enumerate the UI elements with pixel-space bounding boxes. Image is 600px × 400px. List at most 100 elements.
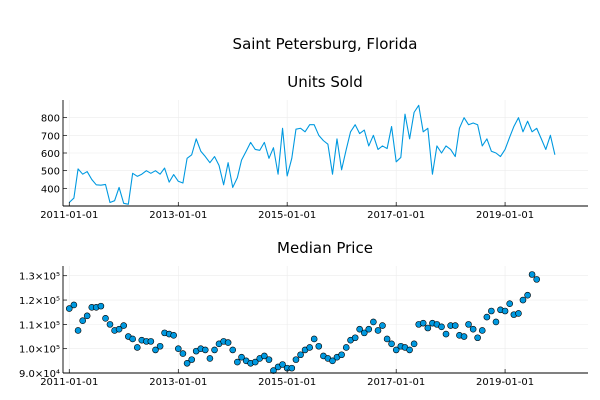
units-sold-point	[113, 199, 116, 202]
median-price-y-tick-label: 1.2×10⁵	[19, 296, 60, 307]
units-sold-point	[95, 183, 98, 186]
units-sold-point	[258, 149, 261, 152]
median-price-point	[297, 351, 304, 359]
median-price-subplot: Median Price 2011-01-01 2013-01-01 2015-01…	[19, 239, 588, 388]
units-sold-point	[158, 173, 161, 176]
figure-title: Saint Petersburg, Florida	[233, 35, 418, 53]
units-sold-point	[303, 130, 306, 133]
units-sold-point	[354, 123, 357, 126]
units-sold-point	[199, 150, 202, 153]
units-sold-point	[281, 127, 284, 130]
units-sold-point	[372, 134, 375, 137]
units-sold-point	[195, 137, 198, 140]
units-sold-point	[86, 170, 89, 173]
units-sold-point	[236, 176, 239, 179]
units-sold-point	[499, 155, 502, 158]
units-sold-point	[177, 180, 180, 183]
median-price-point	[310, 335, 318, 343]
units-sold-point	[530, 130, 533, 133]
median-price-point	[315, 342, 323, 350]
median-price-point	[474, 334, 481, 342]
units-sold-point	[526, 120, 529, 123]
units-sold-point	[272, 146, 275, 149]
median-price-point	[211, 346, 218, 354]
median-price-point	[351, 334, 359, 342]
median-price-x-tick-label: 2017-01-01	[367, 377, 425, 388]
units-sold-line	[68, 104, 556, 205]
units-sold-point	[363, 128, 366, 131]
units-sold-point	[399, 156, 402, 159]
units-sold-point	[131, 172, 134, 175]
units-sold-subplot: Units Sold 2011-01-01 2013-01-01 2015-01-0…	[40, 73, 588, 221]
units-sold-axes: 2011-01-01 2013-01-01 2015-01-01 2017-01-01…	[40, 100, 588, 221]
units-sold-point	[390, 125, 393, 128]
median-price-point	[306, 344, 313, 351]
median-price-point	[97, 302, 105, 310]
median-price-point	[261, 352, 268, 360]
units-sold-title: Units Sold	[287, 73, 363, 91]
units-sold-point	[367, 144, 370, 147]
median-price-point	[234, 358, 241, 366]
median-price-x-tick-label: 2019-01-01	[476, 377, 534, 388]
median-price-point	[329, 357, 336, 365]
units-sold-point	[340, 168, 343, 171]
median-price-axes: 2011-01-01 2013-01-01 2015-01-01 2017-01-01…	[19, 266, 588, 388]
units-sold-point	[345, 148, 348, 151]
units-sold-point	[168, 181, 171, 184]
median-price-point	[224, 339, 232, 346]
units-sold-point	[472, 121, 475, 124]
units-sold-point	[76, 167, 79, 170]
units-sold-point	[481, 144, 484, 147]
units-sold-x-tick-label: 2015-01-01	[258, 210, 316, 221]
units-sold-x-tick-label: 2013-01-01	[149, 210, 207, 221]
units-sold-point	[172, 173, 175, 176]
median-price-point	[170, 332, 177, 339]
units-sold-point	[512, 125, 515, 128]
units-sold-point	[263, 141, 266, 144]
median-price-point	[174, 345, 182, 352]
median-price-x-tick-label: 2015-01-01	[258, 377, 316, 388]
median-price-point	[374, 327, 382, 334]
units-sold-series	[68, 104, 556, 206]
median-price-point	[338, 351, 345, 359]
median-price-point	[492, 318, 500, 326]
median-price-point	[270, 367, 277, 374]
units-sold-point	[322, 139, 325, 142]
units-sold-point	[81, 173, 84, 176]
units-sold-point	[521, 130, 524, 133]
units-sold-point	[349, 130, 352, 133]
median-price-point	[506, 300, 513, 307]
units-sold-point	[317, 134, 320, 137]
median-price-point	[288, 364, 296, 372]
median-price-point	[120, 322, 128, 329]
units-sold-point	[208, 161, 211, 164]
units-sold-point	[276, 173, 279, 176]
median-price-point	[238, 353, 245, 361]
units-sold-point	[490, 150, 493, 153]
units-sold-point	[127, 203, 130, 206]
units-sold-point	[517, 116, 520, 119]
units-sold-point	[222, 183, 225, 186]
units-sold-point	[108, 201, 111, 204]
median-price-point	[478, 327, 486, 334]
median-price-point	[79, 317, 86, 325]
median-price-point	[106, 321, 114, 328]
units-sold-point	[294, 128, 297, 131]
units-sold-point	[299, 127, 302, 130]
median-price-point	[206, 355, 214, 362]
units-sold-point	[444, 144, 447, 147]
units-sold-point	[417, 104, 420, 107]
median-price-point	[292, 356, 300, 363]
units-sold-grid	[63, 100, 588, 206]
units-sold-point	[395, 160, 398, 163]
median-price-title: Median Price	[277, 239, 373, 257]
units-sold-point	[462, 116, 465, 119]
units-sold-point	[449, 148, 452, 151]
units-sold-point	[254, 148, 257, 151]
units-sold-point	[408, 137, 411, 140]
median-price-point	[115, 325, 123, 333]
median-price-x-tick-label: 2011-01-01	[40, 377, 98, 388]
median-price-point	[406, 346, 413, 354]
median-price-point	[70, 301, 78, 309]
units-sold-point	[240, 158, 243, 161]
